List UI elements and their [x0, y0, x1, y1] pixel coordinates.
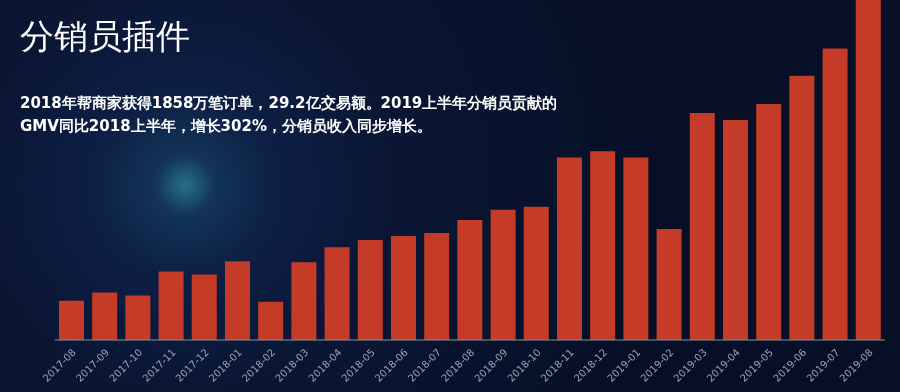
svg-text:2017-12: 2017-12 — [174, 347, 211, 384]
svg-text:2017-11: 2017-11 — [140, 347, 177, 384]
svg-text:2017-08: 2017-08 — [41, 347, 78, 384]
svg-text:2017-10: 2017-10 — [107, 347, 144, 384]
svg-text:2019-05: 2019-05 — [738, 347, 775, 384]
svg-text:2018-12: 2018-12 — [572, 347, 609, 384]
svg-text:2018-09: 2018-09 — [472, 347, 509, 384]
svg-text:2019-02: 2019-02 — [638, 347, 675, 384]
svg-text:2019-03: 2019-03 — [672, 347, 709, 384]
svg-text:2019-01: 2019-01 — [605, 347, 642, 384]
svg-text:2018-02: 2018-02 — [240, 347, 277, 384]
svg-text:2018-07: 2018-07 — [406, 347, 443, 384]
svg-text:2019-07: 2019-07 — [804, 347, 841, 384]
svg-text:2018-06: 2018-06 — [373, 347, 410, 384]
svg-text:2018-08: 2018-08 — [439, 347, 476, 384]
svg-text:2019-06: 2019-06 — [771, 347, 808, 384]
svg-text:2018-10: 2018-10 — [506, 347, 543, 384]
svg-text:2019-08: 2019-08 — [838, 347, 875, 384]
svg-text:2017-09: 2017-09 — [74, 347, 111, 384]
svg-text:2018-03: 2018-03 — [273, 347, 310, 384]
svg-text:2018-05: 2018-05 — [340, 347, 377, 384]
svg-text:2019-04: 2019-04 — [705, 347, 742, 384]
svg-text:2018-01: 2018-01 — [207, 347, 244, 384]
html-text:2018年帮商家获得1858万笔订单，29.2亿交易额。20: 2018年帮商家获得1858万笔订单，29.2亿交易额。2019上半年分销员贡献… — [20, 94, 558, 135]
html-text:分销员插件: 分销员插件 — [20, 16, 190, 56]
svg-text:2018-04: 2018-04 — [306, 347, 343, 384]
svg-text:2018-11: 2018-11 — [539, 347, 576, 384]
